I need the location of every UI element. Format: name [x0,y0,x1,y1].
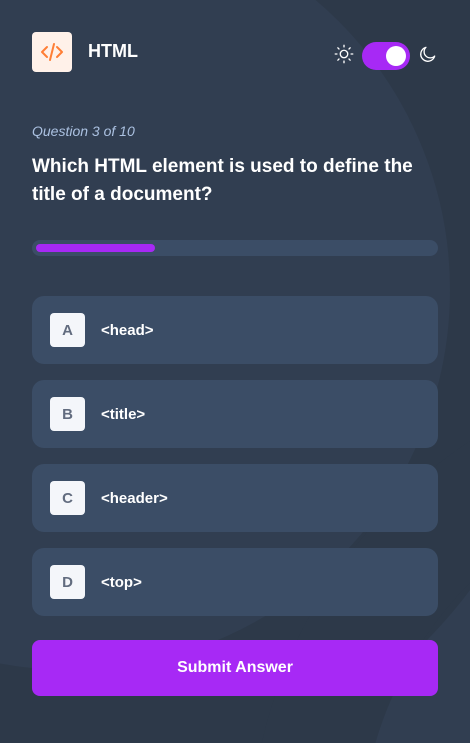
option-text: <header> [101,489,168,507]
subject-title: HTML [88,40,138,61]
answer-option-b[interactable]: B <title> [32,380,438,448]
sun-icon [334,44,354,69]
option-text: <head> [101,321,154,339]
answer-option-d[interactable]: D <top> [32,548,438,616]
option-text: <title> [101,405,146,423]
subject: HTML [32,32,138,72]
question-counter: Question 3 of 10 [32,123,135,139]
code-brackets-icon [32,32,72,72]
progress-bar [32,240,438,256]
answer-option-c[interactable]: C <header> [32,464,438,532]
progress-bar-fill [36,244,155,252]
answer-option-a[interactable]: A <head> [32,296,438,364]
option-letter: A [50,313,85,347]
answer-options: A <head> B <title> C <header> D <top> [32,296,438,632]
question-text: Which HTML element is used to define the… [32,156,413,205]
moon-icon [418,44,438,69]
theme-toggle[interactable] [362,42,410,70]
theme-switch [334,42,438,70]
header: HTML [32,32,438,72]
option-letter: C [50,481,85,515]
submit-answer-button[interactable]: Submit Answer [32,640,438,696]
option-letter: D [50,565,85,599]
option-letter: B [50,397,85,431]
option-text: <top> [101,573,142,591]
toggle-knob [386,46,406,66]
